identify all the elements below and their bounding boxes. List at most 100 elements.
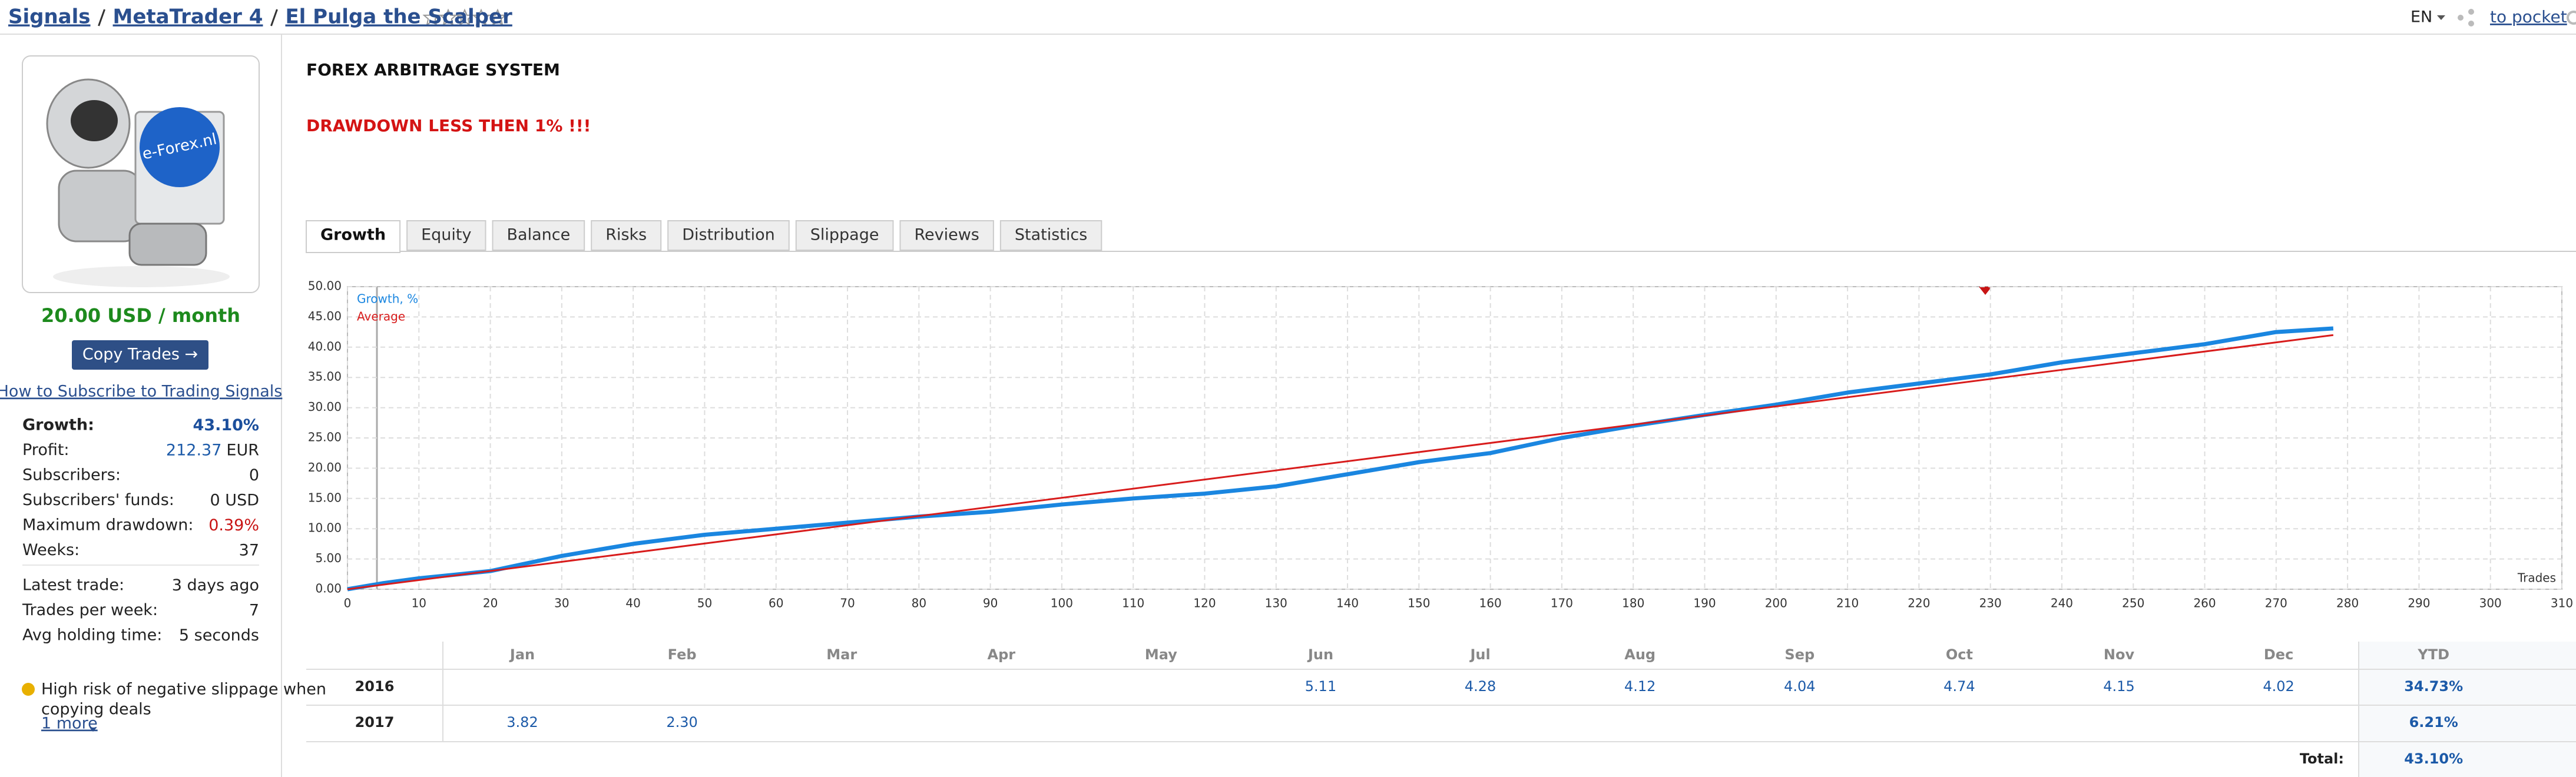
table-cell: 34.73% — [2404, 678, 2463, 695]
column-header: Jun — [1307, 646, 1333, 663]
x-tick-label: 230 — [1979, 596, 2002, 610]
x-tick-label: 170 — [1551, 596, 1573, 610]
table-cell: 3.82 — [506, 714, 538, 730]
tab-label[interactable]: Slippage — [810, 226, 879, 244]
x-tick-label: 250 — [2122, 596, 2144, 610]
x-tick-label: 10 — [412, 596, 426, 610]
tab[interactable]: Slippage — [795, 220, 894, 251]
x-tick-label: 280 — [2336, 596, 2359, 610]
column-header: Oct — [1946, 646, 1973, 663]
series-line — [347, 326, 2334, 592]
y-tick-label: 40.00 — [308, 339, 342, 353]
tab-background — [899, 220, 994, 251]
table-cell: 4.74 — [1943, 678, 1975, 695]
table-cell: 4.04 — [1784, 678, 1815, 695]
tab-label[interactable]: Statistics — [1015, 226, 1087, 244]
ytd-column — [2359, 642, 2576, 777]
x-tick-label: 260 — [2193, 596, 2216, 610]
column-header: May — [1145, 646, 1177, 663]
tab-label[interactable]: Balance — [507, 226, 571, 244]
tab-label[interactable]: Reviews — [914, 226, 979, 244]
tab-label[interactable]: Risks — [605, 226, 647, 244]
x-tick-label: 0 — [344, 596, 352, 610]
more-arrow — [90, 728, 97, 732]
tab-label[interactable]: Distribution — [682, 226, 775, 244]
table-cell: 4.15 — [2103, 678, 2134, 695]
x-tick-label: 160 — [1479, 596, 1502, 610]
table-cell: 2.30 — [666, 714, 697, 730]
stat-value: 7 — [249, 601, 259, 619]
series-line — [347, 334, 2334, 590]
tab[interactable]: Balance — [492, 220, 585, 251]
x-tick-label: 180 — [1622, 596, 1644, 610]
tab[interactable]: Reviews — [899, 220, 994, 251]
table-cell: 6.21% — [2409, 714, 2458, 730]
tab-label[interactable]: Equity — [421, 226, 471, 244]
tab[interactable]: Growth — [306, 220, 401, 253]
stat-unit: EUR — [226, 441, 259, 459]
tab-background — [406, 220, 486, 251]
tab[interactable]: Risks — [591, 220, 662, 251]
tab-background — [999, 220, 1102, 251]
column-header: Mar — [826, 646, 857, 663]
total-value: 43.10% — [2404, 751, 2463, 767]
column-header: Jul — [1469, 646, 1490, 663]
event-marker[interactable] — [1979, 287, 1992, 295]
stat-value: 3 days ago — [172, 576, 259, 595]
more-link[interactable]: 1 more — [41, 715, 98, 733]
y-tick-label: 0.00 — [315, 582, 342, 596]
tab[interactable]: Equity — [406, 220, 486, 251]
tab[interactable]: Distribution — [667, 220, 790, 251]
x-tick-label: 80 — [912, 596, 926, 610]
warning-icon — [22, 683, 35, 696]
y-tick-label: 15.00 — [308, 490, 342, 504]
x-tick-label: 150 — [1408, 596, 1430, 610]
settings-icon[interactable] — [2567, 11, 2576, 25]
row-year: 2016 — [355, 678, 395, 695]
stat-number: 212.37 — [166, 441, 221, 459]
stat-label: Subscribers' funds: — [22, 491, 174, 509]
x-tick-label: 300 — [2479, 596, 2502, 610]
tab[interactable]: Statistics — [999, 220, 1102, 251]
breadcrumb-separator — [98, 9, 105, 26]
y-tick-label: 25.00 — [308, 430, 342, 444]
price: 20.00 USD / month — [41, 304, 240, 327]
x-tick-label: 220 — [1908, 596, 1930, 610]
x-tick-label: 270 — [2265, 596, 2287, 610]
stat-number: 3 days ago — [172, 576, 259, 595]
x-tick-label: 310 — [2551, 596, 2573, 610]
column-header: Dec — [2264, 646, 2293, 663]
x-tick-label: 60 — [769, 596, 783, 610]
subscribe-link[interactable]: How to Subscribe to Trading Signals — [0, 383, 282, 401]
breadcrumb[interactable]: Signals — [8, 5, 91, 29]
x-axis-label: Trades — [2517, 571, 2556, 585]
language-select[interactable]: EN — [2411, 8, 2432, 26]
share-icon[interactable] — [2458, 9, 2474, 26]
breadcrumb[interactable]: MetaTrader 4 — [113, 5, 263, 29]
x-tick-label: 240 — [2051, 596, 2073, 610]
table-cell: 4.12 — [1624, 678, 1655, 695]
copy-button-label[interactable]: Copy Trades → — [82, 346, 198, 364]
description-title: FOREX ARBITRAGE SYSTEM — [306, 60, 560, 79]
pocket-link[interactable]: to pocket — [2490, 7, 2567, 26]
table-cell: 4.02 — [2263, 678, 2294, 695]
total-label: Total: — [2300, 751, 2344, 767]
stat-number: 0 — [249, 466, 259, 484]
stat-label: Growth: — [22, 416, 94, 434]
stat-value: 0 USD — [210, 491, 259, 509]
y-tick-label: 5.00 — [315, 551, 342, 565]
table-cell: 4.28 — [1465, 678, 1496, 695]
copy-button[interactable] — [72, 340, 208, 370]
x-tick-label: 290 — [2408, 596, 2430, 610]
breadcrumb[interactable]: El Pulga the Scalper — [285, 5, 512, 29]
x-tick-label: 210 — [1836, 596, 1859, 610]
column-header: Feb — [668, 646, 697, 663]
stat-label: Profit: — [22, 441, 69, 459]
stat-value: 37 — [239, 541, 259, 559]
x-tick-label: 130 — [1265, 596, 1287, 610]
stat-number: 37 — [239, 541, 259, 559]
tab-label[interactable]: Growth — [320, 226, 386, 244]
stat-label: Maximum drawdown: — [22, 516, 193, 534]
stat-number: 43.10% — [193, 416, 259, 434]
x-tick-label: 120 — [1193, 596, 1216, 610]
